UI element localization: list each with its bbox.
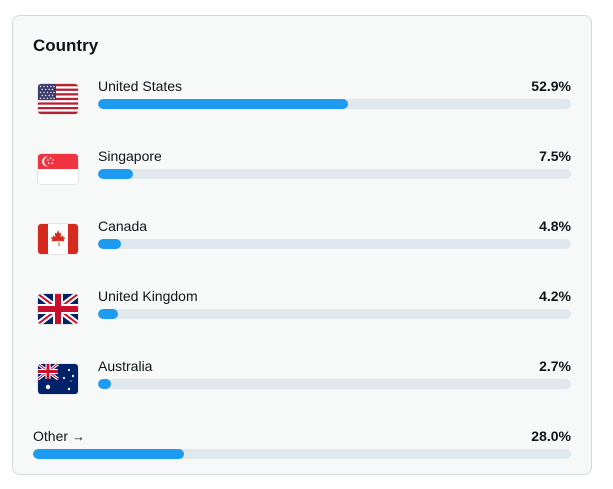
country-row-united-kingdom: United Kingdom 4.2% [13,288,591,344]
progress-track [98,239,571,249]
ca-flag-icon [38,224,78,254]
country-name: Canada [98,218,148,234]
country-name: Australia [98,358,153,374]
country-name: Singapore [98,148,162,164]
country-percent: 4.2% [539,288,571,304]
progress-fill [98,309,118,319]
progress-fill [98,169,134,179]
other-link[interactable]: Other → [33,428,85,444]
progress-track [98,169,571,179]
country-row-canada: Canada 4.8% [13,218,591,274]
country-percent: 7.5% [539,148,571,164]
country-row-australia: Australia 2.7% [13,358,591,414]
progress-track [33,449,571,459]
country-row-united-states: United States 52.9% [13,78,591,134]
country-row-singapore: Singapore 7.5% [13,148,591,204]
progress-track [98,309,571,319]
sg-flag-icon [38,154,78,184]
other-percent: 28.0% [531,428,571,444]
country-name: United States [98,78,183,94]
country-row-other: Other → 28.0% [13,428,591,484]
country-percent: 4.8% [539,218,571,234]
progress-fill [98,379,111,389]
us-flag-icon [38,84,78,114]
card-title: Country [33,36,99,55]
country-card: Country Uni [12,15,592,475]
arrow-right-icon: → [72,429,86,444]
other-label: Other [33,428,69,444]
progress-fill [33,449,184,459]
progress-fill [98,239,121,249]
country-name: United Kingdom [98,288,198,304]
progress-fill [98,99,349,109]
au-flag-icon [38,364,78,394]
gb-flag-icon [38,294,78,324]
progress-track [98,99,571,109]
progress-track [98,379,571,389]
country-percent: 2.7% [539,358,571,374]
country-percent: 52.9% [531,78,571,94]
